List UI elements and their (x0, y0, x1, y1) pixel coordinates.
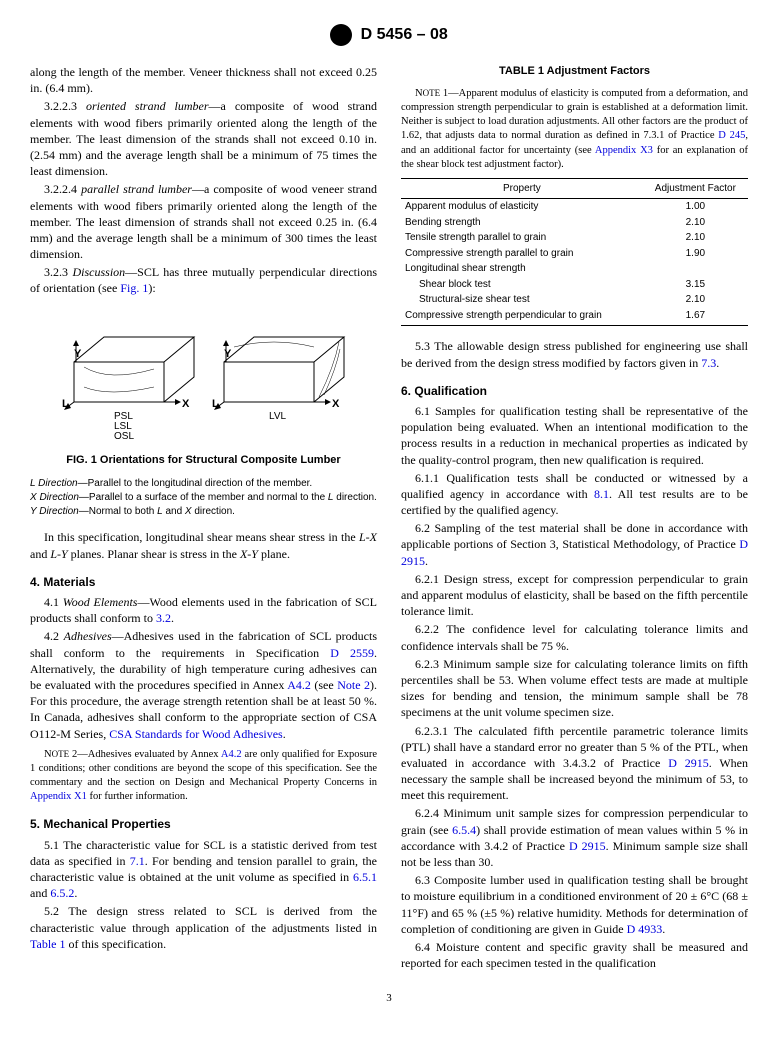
table-header-property: Property (401, 178, 643, 199)
table-cell-property: Compressive strength parallel to grain (401, 246, 643, 262)
table-row: Shear block test3.15 (401, 277, 748, 293)
section-6-title: 6. Qualification (401, 383, 748, 399)
page-number: 3 (30, 991, 748, 1006)
table-cell-factor: 3.15 (643, 277, 748, 293)
figure-legend: L Direction—Parallel to the longitudinal… (30, 477, 377, 519)
body-text: 4.1 Wood Elements—Wood elements used in … (30, 594, 377, 626)
body-text: 6.2.4 Minimum unit sample sizes for comp… (401, 805, 748, 870)
table-cell-factor: 2.10 (643, 292, 748, 308)
body-text: 6.2.1 Design stress, except for compress… (401, 571, 748, 620)
table-cell-property: Structural-size shear test (401, 292, 643, 308)
astim-logo-icon (330, 24, 352, 46)
table-header-factor: Adjustment Factor (643, 178, 748, 199)
table-cell-factor: 1.00 (643, 199, 748, 215)
body-text: 6.2.3 Minimum sample size for calculatin… (401, 656, 748, 721)
body-text: 6.2.3.1 The calculated fifth percentile … (401, 723, 748, 804)
table-row: Bending strength2.10 (401, 215, 748, 231)
body-text: 6.4 Moisture content and specific gravit… (401, 939, 748, 971)
table-cell-factor: 1.67 (643, 308, 748, 326)
lumber-diagram-icon: Y X L PSL LSL OSL Y X (54, 307, 354, 447)
doc-header: D 5456 – 08 (30, 24, 748, 46)
table-1-title: TABLE 1 Adjustment Factors (401, 64, 748, 79)
body-text: along the length of the member. Veneer t… (30, 64, 377, 96)
legend-line: Y Direction—Normal to both L and X direc… (30, 505, 377, 519)
table-row: Compressive strength perpendicular to gr… (401, 308, 748, 326)
section-4-title: 4. Materials (30, 574, 377, 590)
figure-1: Y X L PSL LSL OSL Y X (30, 307, 377, 468)
body-text: 5.3 The allowable design stress publishe… (401, 338, 748, 370)
note-1: NOTE 1—Apparent modulus of elasticity is… (401, 87, 748, 172)
figure-caption: FIG. 1 Orientations for Structural Compo… (30, 453, 377, 468)
body-text: In this specification, longitudinal shea… (30, 529, 377, 561)
svg-text:Y: Y (74, 348, 82, 360)
table-cell-factor: 1.90 (643, 246, 748, 262)
table-row: Tensile strength parallel to grain2.10 (401, 230, 748, 246)
body-text: 6.1.1 Qualification tests shall be condu… (401, 470, 748, 519)
table-row: Apparent modulus of elasticity1.00 (401, 199, 748, 215)
table-cell-property: Longitudinal shear strength (401, 261, 643, 277)
body-text: 6.3 Composite lumber used in qualificati… (401, 872, 748, 937)
table-cell-property: Apparent modulus of elasticity (401, 199, 643, 215)
body-text: 3.2.2.3 oriented strand lumber—a composi… (30, 98, 377, 179)
table-cell-property: Bending strength (401, 215, 643, 231)
table-cell-property: Shear block test (401, 277, 643, 293)
table-row: Compressive strength parallel to grain1.… (401, 246, 748, 262)
table-cell-factor: 2.10 (643, 230, 748, 246)
table-cell-property: Tensile strength parallel to grain (401, 230, 643, 246)
adjustment-factors-table: Property Adjustment Factor Apparent modu… (401, 178, 748, 327)
section-5-title: 5. Mechanical Properties (30, 816, 377, 832)
table-cell-factor: 2.10 (643, 215, 748, 231)
note-2: NOTE 2—Adhesives evaluated by Annex A4.2… (30, 748, 377, 805)
table-row: Structural-size shear test2.10 (401, 292, 748, 308)
svg-text:X: X (182, 398, 190, 410)
legend-line: L Direction—Parallel to the longitudinal… (30, 477, 377, 491)
legend-line: X Direction—Parallel to a surface of the… (30, 491, 377, 505)
body-text: 3.2.2.4 parallel strand lumber—a composi… (30, 181, 377, 262)
body-text: 6.2.2 The confidence level for calculati… (401, 621, 748, 653)
body-text: 6.1 Samples for qualification testing sh… (401, 403, 748, 468)
body-text: 5.1 The characteristic value for SCL is … (30, 837, 377, 902)
body-text: 5.2 The design stress related to SCL is … (30, 903, 377, 952)
table-cell-property: Compressive strength perpendicular to gr… (401, 308, 643, 326)
body-text: 3.2.3 Discussion—SCL has three mutually … (30, 264, 377, 296)
doc-id: D 5456 – 08 (361, 26, 448, 43)
body-text: 4.2 Adhesives—Adhesives used in the fabr… (30, 628, 377, 741)
svg-text:LVL: LVL (269, 411, 286, 422)
table-row: Longitudinal shear strength (401, 261, 748, 277)
svg-text:X: X (332, 398, 340, 410)
svg-text:Y: Y (224, 348, 232, 360)
body-text: 6.2 Sampling of the test material shall … (401, 520, 748, 569)
table-cell-factor (643, 261, 748, 277)
svg-text:OSL: OSL (114, 431, 134, 442)
